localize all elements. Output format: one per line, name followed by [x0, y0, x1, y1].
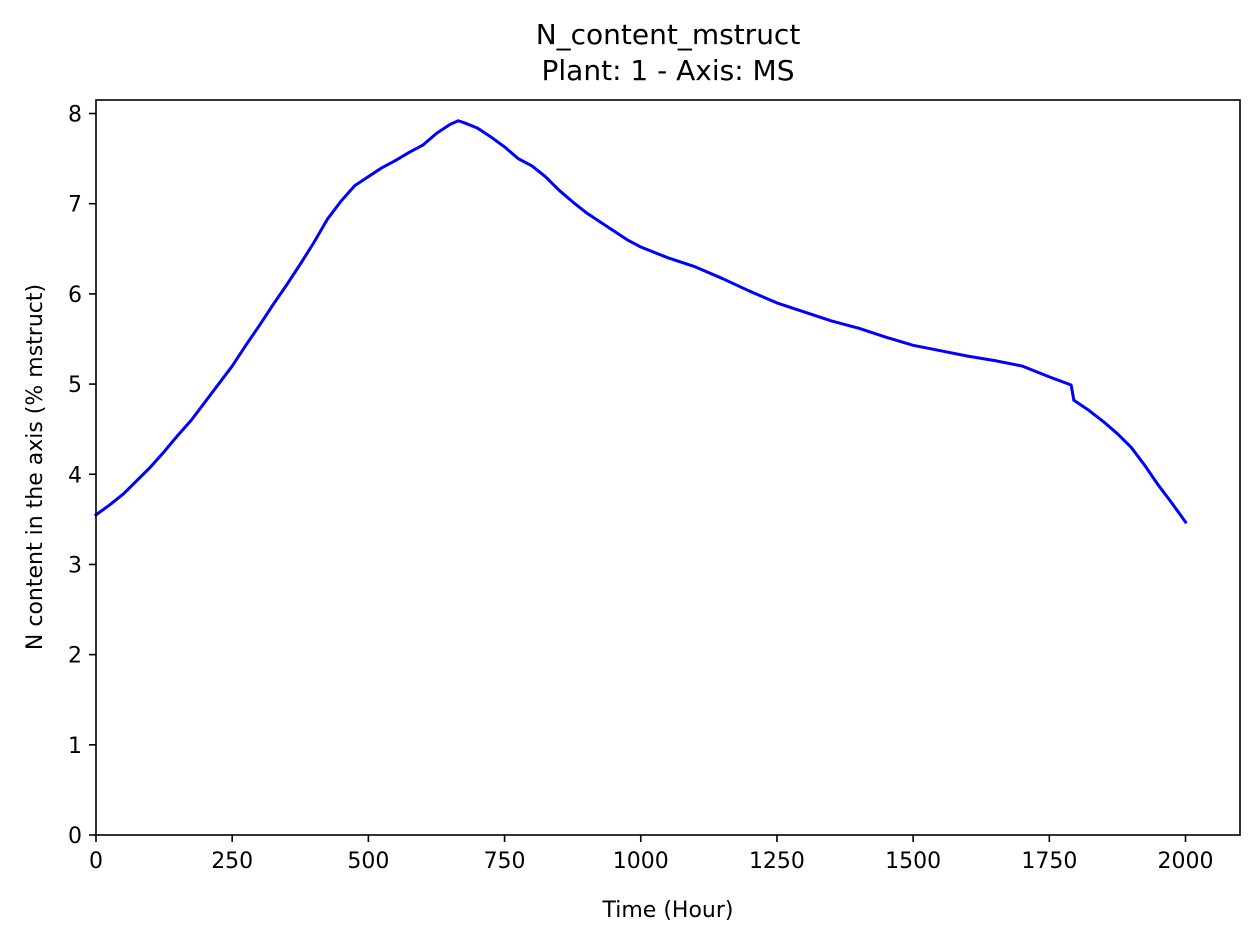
x-axis-label: Time (Hour) — [602, 898, 734, 923]
y-tick-label: 6 — [68, 283, 82, 308]
chart-title: N_content_mstruct — [536, 18, 801, 51]
x-tick-label: 1500 — [885, 849, 941, 874]
plot-frame — [95, 99, 1241, 836]
x-tick-label: 1250 — [749, 849, 805, 874]
y-tick-label: 4 — [68, 463, 82, 488]
series-line — [93, 119, 1188, 525]
y-tick-label: 5 — [68, 373, 82, 398]
y-axis: 0 1 2 3 4 5 6 7 8 — [68, 103, 96, 849]
y-tick-label: 0 — [68, 824, 82, 849]
x-tick-label: 2000 — [1158, 849, 1214, 874]
x-tick-label: 0 — [89, 849, 103, 874]
plot-area — [93, 99, 1241, 836]
y-axis-label: N content in the axis (% mstruct) — [23, 284, 48, 650]
x-tick-label: 1000 — [613, 849, 669, 874]
y-tick-label: 2 — [68, 644, 82, 669]
x-axis: 0 250 500 750 1000 1250 1500 1750 2000 — [89, 835, 1214, 874]
y-tick-label: 7 — [68, 193, 82, 218]
y-tick-label: 1 — [68, 734, 82, 759]
chart-subtitle: Plant: 1 - Axis: MS — [542, 54, 795, 87]
y-tick-label: 3 — [68, 553, 82, 578]
x-tick-label: 250 — [211, 849, 253, 874]
x-tick-label: 750 — [484, 849, 526, 874]
y-tick-label: 8 — [68, 103, 82, 128]
x-tick-label: 1750 — [1021, 849, 1077, 874]
x-tick-label: 500 — [347, 849, 389, 874]
